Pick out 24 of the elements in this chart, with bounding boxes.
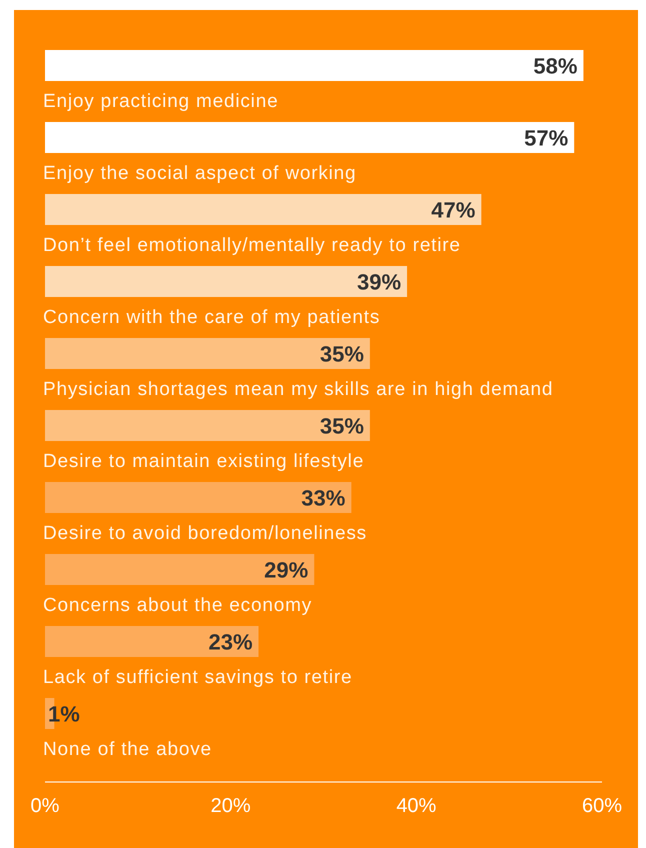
x-tick-label: 60% (582, 795, 622, 817)
x-tick-label: 0% (30, 795, 60, 817)
data-label: 1% (48, 702, 80, 726)
y-tick-label: Don’t feel emotionally/mentally ready to retire (43, 235, 461, 256)
y-tick-label: Concern with the care of my patients (43, 307, 380, 328)
x-tick-label: 20% (210, 795, 251, 817)
y-tick-label: Concerns about the economy (43, 595, 312, 616)
data-label: 23% (208, 630, 253, 654)
x-tick-label: 40% (396, 795, 437, 817)
data-label: 33% (301, 486, 346, 510)
y-tick-label: None of the above (43, 739, 212, 760)
data-label: 47% (431, 198, 476, 222)
data-label: 35% (320, 342, 364, 366)
y-tick-label: Desire to maintain existing lifestyle (43, 451, 364, 472)
y-tick-label: Physician shortages mean my skills are in high demand (43, 379, 554, 400)
data-label: 35% (320, 414, 364, 438)
data-label: 57% (524, 126, 568, 150)
data-label: 39% (357, 270, 402, 294)
y-tick-label: Desire to avoid boredom/loneliness (43, 523, 367, 544)
data-label: 58% (533, 54, 578, 78)
y-tick-label: Lack of sufficient savings to retire (43, 667, 352, 688)
y-tick-label: Enjoy the social aspect of working (43, 163, 356, 184)
data-label: 29% (264, 558, 308, 582)
y-tick-label: Enjoy practicing medicine (43, 91, 278, 112)
